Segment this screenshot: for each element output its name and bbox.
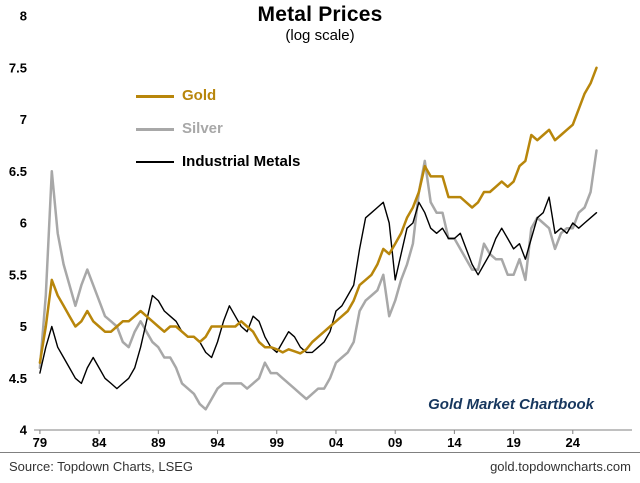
chartbook-annotation: Gold Market Chartbook bbox=[428, 396, 594, 413]
chart-legend: Gold Silver Industrial Metals bbox=[136, 86, 300, 185]
x-tick-label: 99 bbox=[270, 435, 284, 450]
silver-line-swatch bbox=[136, 127, 174, 131]
industrial-metals-line-swatch bbox=[136, 161, 174, 163]
y-tick-label: 6.5 bbox=[9, 164, 27, 179]
industrial-metals-line bbox=[39, 196, 598, 390]
legend-label-industrial-metals: Industrial Metals bbox=[182, 153, 301, 170]
legend-label-gold: Gold bbox=[182, 87, 217, 104]
y-tick-label: 8 bbox=[20, 9, 27, 24]
gold-line bbox=[38, 66, 598, 364]
legend-item-gold: Gold bbox=[136, 86, 300, 106]
x-tick-label: 04 bbox=[329, 435, 344, 450]
x-tick-label: 94 bbox=[210, 435, 225, 450]
x-tick-label: 89 bbox=[151, 435, 165, 450]
x-tick-label: 79 bbox=[33, 435, 47, 450]
y-tick-label: 6 bbox=[20, 216, 27, 231]
footer-url: gold.topdowncharts.com bbox=[490, 459, 631, 474]
x-tick-label: 84 bbox=[92, 435, 107, 450]
chart-subtitle: (log scale) bbox=[285, 27, 355, 44]
x-tick-label: 14 bbox=[447, 435, 462, 450]
y-tick-label: 5.5 bbox=[9, 267, 27, 282]
gold-line-swatch bbox=[136, 94, 174, 98]
chart-footer: Source: Topdown Charts, LSEG gold.topdow… bbox=[0, 452, 640, 483]
source-text: Source: Topdown Charts, LSEG bbox=[9, 459, 194, 474]
y-tick-label: 4 bbox=[20, 423, 28, 438]
silver-line bbox=[38, 149, 598, 411]
legend-label-silver: Silver bbox=[182, 120, 223, 137]
x-tick-label: 09 bbox=[388, 435, 402, 450]
y-tick-label: 7.5 bbox=[9, 60, 27, 75]
x-tick-label: 19 bbox=[506, 435, 520, 450]
metal-prices-chart: 79 84 89 94 99 04 09 14 19 24 8 7.5 7 6.5 6 5.5 5 4.5 4 bbox=[9, 9, 632, 450]
page-title: Metal Prices bbox=[257, 3, 383, 26]
y-tick-label: 4.5 bbox=[9, 371, 27, 386]
y-tick-label: 5 bbox=[20, 319, 27, 334]
y-tick-label: 7 bbox=[20, 112, 27, 127]
legend-item-silver: Silver bbox=[136, 119, 300, 139]
x-tick-label: 24 bbox=[566, 435, 581, 450]
legend-item-industrial-metals: Industrial Metals bbox=[136, 152, 300, 172]
